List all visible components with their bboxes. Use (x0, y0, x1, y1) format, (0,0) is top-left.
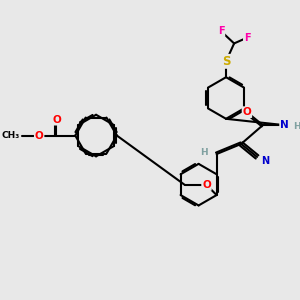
Text: CH₃: CH₃ (1, 131, 20, 140)
Text: N: N (280, 120, 289, 130)
Text: S: S (222, 55, 230, 68)
Text: O: O (243, 107, 251, 117)
Text: F: F (218, 26, 224, 36)
Text: O: O (202, 180, 211, 190)
Text: O: O (52, 115, 61, 125)
Text: H: H (293, 122, 300, 131)
Text: H: H (200, 148, 207, 157)
Text: N: N (261, 156, 269, 166)
Text: F: F (244, 33, 250, 43)
Text: O: O (35, 130, 44, 141)
